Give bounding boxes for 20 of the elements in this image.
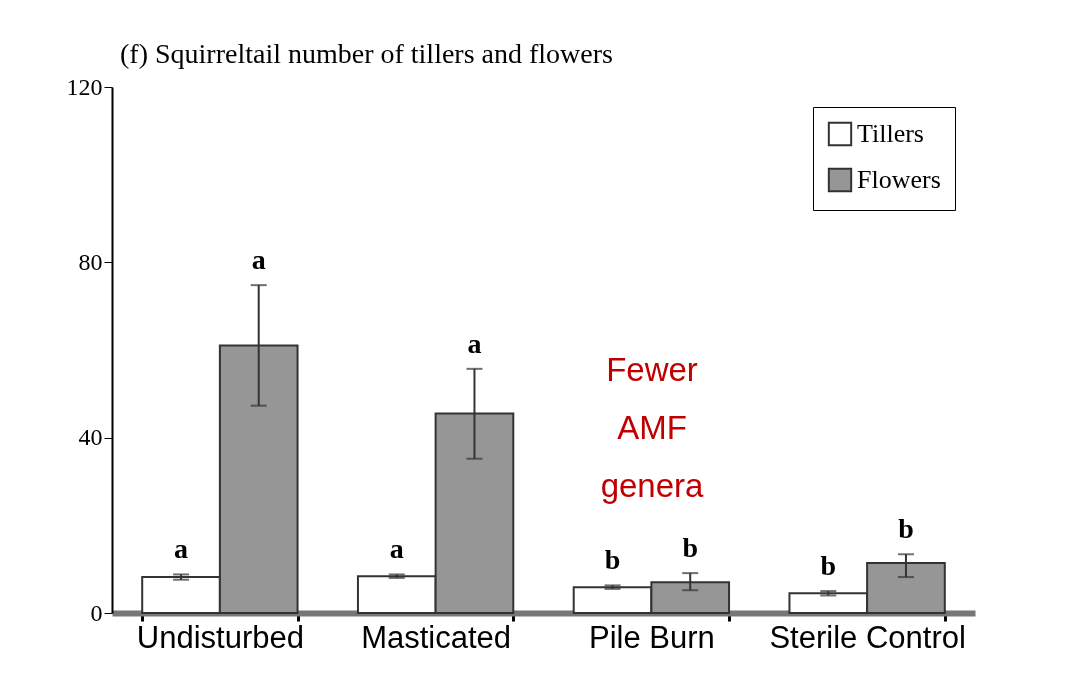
- y-tick-label: 0: [90, 599, 103, 626]
- annotation: b: [604, 544, 621, 576]
- legend-label: Flowers: [857, 165, 941, 194]
- annotation: b: [898, 513, 914, 545]
- x-tick-label: Undisturbed: [136, 619, 304, 655]
- y-tick-label: 40: [78, 424, 103, 451]
- annotation: a: [467, 327, 482, 359]
- annotation: b: [682, 532, 698, 564]
- annotation: Fewer AMF genera: [600, 351, 705, 504]
- x-tick-label: Pile Burn: [588, 619, 715, 655]
- legend-label: Tillers: [857, 119, 924, 148]
- annotation: a: [251, 244, 266, 276]
- y-tick-label: 120: [66, 73, 103, 100]
- annotation: a: [174, 533, 189, 565]
- chart-title: (f) Squirreltail number of tillers and flowers: [120, 38, 613, 69]
- x-tick-label: Masticated: [361, 619, 512, 655]
- y-tick-label: 80: [78, 248, 103, 275]
- annotation: b: [820, 550, 837, 582]
- x-tick-label: Sterile Control: [769, 619, 966, 655]
- annotation: a: [389, 533, 404, 565]
